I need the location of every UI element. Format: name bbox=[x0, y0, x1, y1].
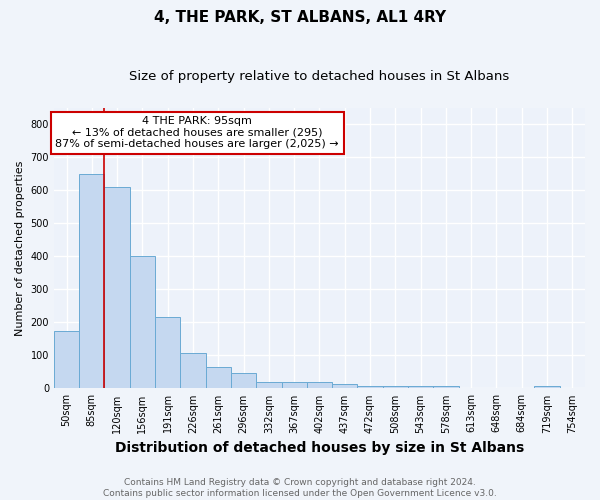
Bar bbox=[206, 367, 231, 388]
Bar bbox=[256, 382, 281, 388]
Y-axis label: Number of detached properties: Number of detached properties bbox=[15, 160, 25, 336]
Bar bbox=[358, 386, 383, 388]
Text: Contains HM Land Registry data © Crown copyright and database right 2024.
Contai: Contains HM Land Registry data © Crown c… bbox=[103, 478, 497, 498]
Bar bbox=[181, 353, 206, 388]
Title: Size of property relative to detached houses in St Albans: Size of property relative to detached ho… bbox=[130, 70, 509, 83]
Bar bbox=[332, 384, 358, 388]
Text: 4, THE PARK, ST ALBANS, AL1 4RY: 4, THE PARK, ST ALBANS, AL1 4RY bbox=[154, 10, 446, 25]
Bar bbox=[104, 187, 130, 388]
Bar bbox=[307, 382, 332, 388]
Bar bbox=[54, 330, 79, 388]
Bar bbox=[383, 386, 408, 388]
Bar bbox=[130, 256, 155, 388]
Bar bbox=[408, 386, 433, 388]
Bar bbox=[155, 318, 181, 388]
Bar bbox=[79, 174, 104, 388]
Text: 4 THE PARK: 95sqm
← 13% of detached houses are smaller (295)
87% of semi-detache: 4 THE PARK: 95sqm ← 13% of detached hous… bbox=[55, 116, 339, 150]
Bar bbox=[433, 386, 458, 388]
X-axis label: Distribution of detached houses by size in St Albans: Distribution of detached houses by size … bbox=[115, 441, 524, 455]
Bar bbox=[281, 382, 307, 388]
Bar bbox=[535, 386, 560, 388]
Bar bbox=[231, 372, 256, 388]
